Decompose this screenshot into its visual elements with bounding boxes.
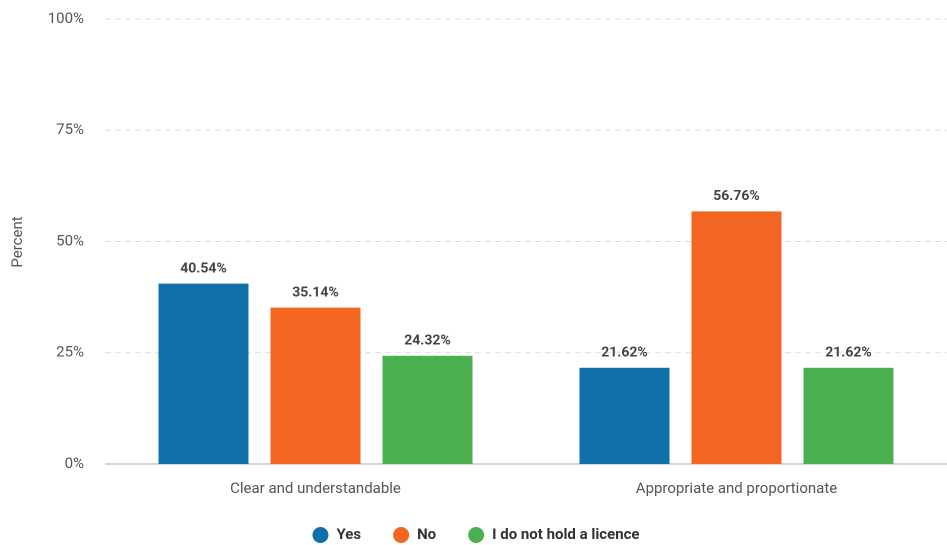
bar [382,355,473,464]
y-tick-label: 100% [48,9,84,27]
legend-label: I do not hold a licence [492,525,639,543]
x-tick-label: Appropriate and proportionate [636,479,837,497]
legend-marker [312,527,329,543]
bar [270,307,361,464]
y-tick-label: 75% [56,120,84,138]
legend: Yes No I do not hold a licence [312,525,640,543]
y-tick-label: 0% [65,454,84,472]
legend-marker [393,527,410,543]
bar [803,367,894,464]
data-label: 21.62% [601,344,648,360]
y-axis-title: Percent [8,216,26,267]
bar [579,367,670,464]
data-label: 21.62% [825,344,872,360]
legend-marker [468,527,485,543]
bar [691,211,782,464]
data-label: 35.14% [292,284,339,300]
y-tick-label: 25% [56,343,84,361]
data-label: 56.76% [713,188,760,204]
data-label: 40.54% [180,260,227,276]
bar [158,283,249,464]
y-tick-label: 50% [56,231,84,249]
data-label: 24.32% [404,332,451,348]
legend-label: No [417,525,436,543]
x-tick-label: Clear and understandable [230,479,401,497]
legend-label: Yes [336,525,361,543]
